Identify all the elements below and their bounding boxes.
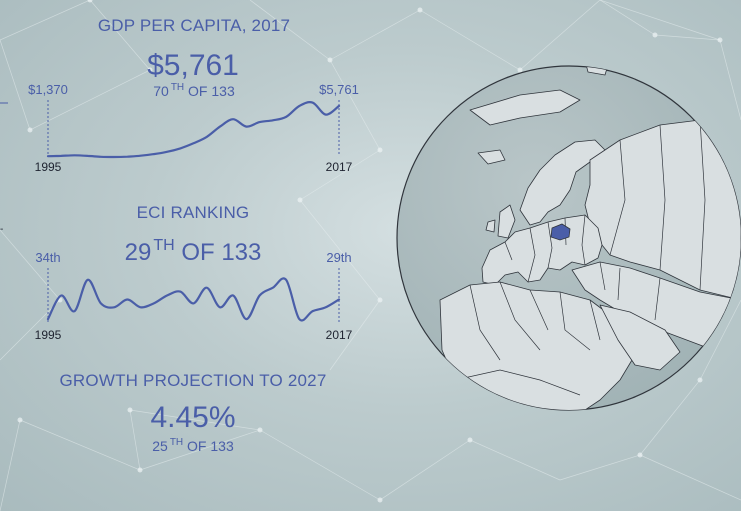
arabia [599,304,681,371]
gdp-start-year: 1995 [35,160,62,174]
gdp-label: GDP PER CAPITA, 2017 [98,16,290,35]
iceland [477,149,506,165]
gdp-block: GDP PER CAPITA, 2017 $5,761 70 TH OF 133 … [28,16,359,174]
eci-sparkline [46,277,341,322]
eci-end-year: 2017 [326,328,353,342]
growth-label: GROWTH PROJECTION TO 2027 [60,371,327,390]
globe-map [396,65,741,411]
gdp-start-value: $1,370 [28,82,68,97]
eci-start-value: 34th [35,250,60,265]
eci-end-value: 29th [326,250,351,265]
eci-start-year: 1995 [35,328,62,342]
gdp-value: $5,761 [147,49,239,82]
europe [481,214,603,286]
eci-label: ECI RANKING [137,203,250,222]
eci-rank: 29 TH OF 133 [125,237,262,266]
gdp-end-value: $5,761 [319,82,359,97]
eci-block: ECI RANKING 29 TH OF 133 34th 29th 1995 2… [35,203,353,342]
growth-value: 4.45% [150,401,235,434]
growth-block: GROWTH PROJECTION TO 2027 4.45% 25 TH OF … [60,371,327,454]
gdp-sparkline [46,101,341,159]
highlighted-country [550,223,571,241]
gdp-end-year: 2017 [326,160,353,174]
edge-mark: - [0,224,3,235]
uk-ireland [485,204,516,239]
gdp-rank: 70 TH OF 133 [153,82,235,99]
growth-rank: 25 TH OF 133 [152,437,234,454]
